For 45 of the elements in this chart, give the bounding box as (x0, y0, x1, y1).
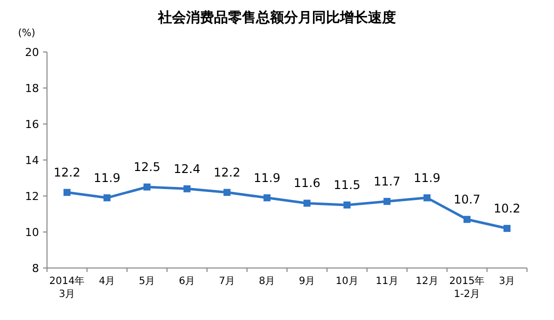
point (144, 184, 150, 190)
data-label: 11.7 (374, 174, 400, 188)
data-label: 12.2 (214, 165, 240, 180)
point (384, 198, 390, 205)
point (424, 194, 430, 202)
y-tick-label: 16 (25, 118, 39, 131)
point (184, 185, 190, 192)
x-tick-label: 4月 (98, 276, 116, 287)
chart-title: 社会消费品零售总额分月同比增长速度 (157, 9, 396, 26)
y-tick-label: 14 (25, 154, 39, 167)
data-label: 10.2 (494, 201, 520, 216)
x-tick-label: 8月 (258, 276, 276, 287)
point (344, 202, 350, 208)
y-tick-label: 18 (25, 82, 39, 95)
point (504, 224, 510, 232)
data-label: 12.2 (54, 165, 80, 180)
data-label: 12.4 (174, 162, 200, 176)
data-label: 10.7 (454, 192, 480, 206)
x-tick-label: 6月 (178, 276, 196, 287)
data-label: 11.9 (94, 170, 120, 185)
x-tick-label: 7月 (218, 276, 236, 287)
point (104, 194, 110, 202)
point (64, 188, 70, 196)
y-tick-label: 10 (25, 226, 39, 239)
x-tick-label: 10月 (336, 276, 358, 287)
y-tick-label: 20 (25, 46, 39, 59)
y-axis-title: (%) (18, 28, 36, 39)
data-label: 11.9 (254, 170, 280, 185)
x-tick-label: 2015年 1-2月 (449, 275, 485, 300)
data-label: 11.5 (334, 178, 360, 192)
x-tick-label: 11月 (376, 276, 398, 287)
point (224, 188, 230, 196)
point (264, 194, 270, 202)
data-label: 11.6 (294, 176, 320, 190)
x-tick-label: 5月 (138, 276, 156, 287)
data-label: 11.9 (414, 170, 440, 185)
x-tick-label: 3月 (498, 276, 516, 287)
y-tick-label: 8 (32, 262, 39, 275)
data-label: 12.5 (134, 160, 160, 174)
y-tick-label: 12 (25, 190, 39, 203)
x-tick-label: 9月 (298, 276, 316, 287)
point (304, 200, 310, 207)
point (464, 216, 470, 223)
x-tick-label: 12月 (416, 276, 438, 287)
x-tick-label: 2014年 3月 (49, 275, 85, 300)
